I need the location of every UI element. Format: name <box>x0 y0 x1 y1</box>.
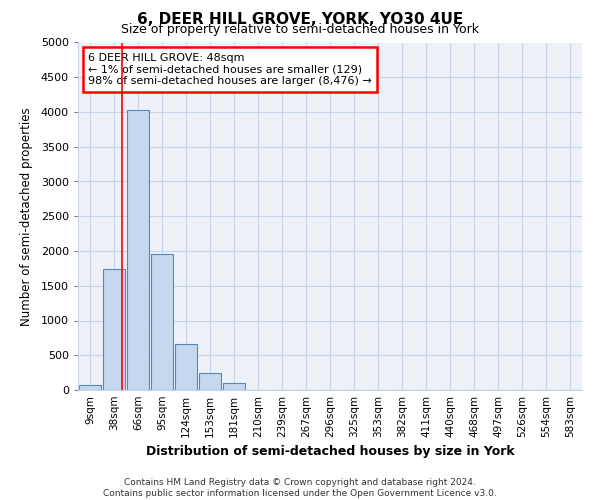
Bar <box>223 383 245 390</box>
X-axis label: Distribution of semi-detached houses by size in York: Distribution of semi-detached houses by … <box>146 446 514 458</box>
Text: 6 DEER HILL GROVE: 48sqm
← 1% of semi-detached houses are smaller (129)
98% of s: 6 DEER HILL GROVE: 48sqm ← 1% of semi-de… <box>88 53 372 86</box>
Text: Size of property relative to semi-detached houses in York: Size of property relative to semi-detach… <box>121 22 479 36</box>
Bar <box>103 269 125 390</box>
Bar <box>175 344 197 390</box>
Bar <box>151 254 173 390</box>
Text: Contains HM Land Registry data © Crown copyright and database right 2024.
Contai: Contains HM Land Registry data © Crown c… <box>103 478 497 498</box>
Bar <box>127 110 149 390</box>
Text: 6, DEER HILL GROVE, YORK, YO30 4UE: 6, DEER HILL GROVE, YORK, YO30 4UE <box>137 12 463 28</box>
Y-axis label: Number of semi-detached properties: Number of semi-detached properties <box>20 107 32 326</box>
Bar <box>199 374 221 390</box>
Bar <box>79 385 101 390</box>
